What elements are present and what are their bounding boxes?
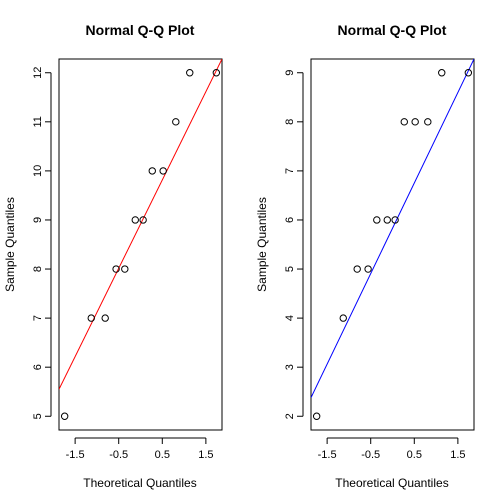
- x-tick-label: -0.5: [109, 449, 128, 461]
- data-point: [438, 69, 446, 77]
- data-point: [186, 69, 194, 77]
- x-tick-label: 0.5: [407, 449, 422, 461]
- y-tick-label: 10: [32, 165, 44, 177]
- data-point: [424, 118, 432, 126]
- data-point: [400, 118, 408, 126]
- qq-reference-line: [59, 59, 222, 390]
- y-tick-label: 6: [284, 217, 296, 223]
- data-point: [353, 265, 361, 273]
- y-axis-label: Sample Quantiles: [255, 197, 269, 292]
- y-tick-label: 8: [32, 266, 44, 272]
- y-tick-label: 12: [32, 67, 44, 79]
- data-point: [139, 216, 147, 224]
- data-point: [101, 314, 109, 322]
- y-tick-label: 9: [284, 70, 296, 76]
- data-point: [212, 69, 221, 77]
- qq-panel-2: Normal Q-Q Plot -1.5 -0.5 0.5 1.5 2 3 4 5 6 7 8 9 The…: [255, 22, 475, 490]
- chart-title: Normal Q-Q Plot: [86, 22, 195, 38]
- data-point: [364, 265, 372, 273]
- data-point: [159, 167, 167, 175]
- x-axis-label: Theoretical Quantiles: [335, 476, 448, 490]
- y-axis-label: Sample Quantiles: [3, 197, 17, 292]
- data-point: [121, 265, 129, 273]
- data-point: [172, 118, 180, 126]
- y-tick-label: 5: [284, 266, 296, 272]
- x-axis-label: Theoretical Quantiles: [83, 476, 196, 490]
- data-point: [148, 167, 156, 175]
- data-point: [411, 118, 419, 126]
- x-tick-label: -1.5: [66, 449, 85, 461]
- data-point: [131, 216, 139, 224]
- y-tick-label: 2: [284, 413, 296, 419]
- y-tick-label: 6: [32, 364, 44, 370]
- plot-frame: [310, 58, 475, 431]
- x-tick-label: 1.5: [198, 449, 213, 461]
- y-tick-label: 5: [32, 413, 44, 419]
- data-point: [87, 314, 95, 322]
- data-point: [464, 69, 473, 77]
- y-tick-label: 7: [32, 315, 44, 321]
- y-tick-label: 9: [32, 217, 44, 223]
- x-tick-label: -1.5: [318, 449, 337, 461]
- chart-title: Normal Q-Q Plot: [338, 22, 447, 38]
- x-tick-label: 1.5: [450, 449, 465, 461]
- qq-reference-line: [311, 59, 474, 398]
- y-tick-label: 7: [284, 168, 296, 174]
- x-tick-label: 0.5: [155, 449, 170, 461]
- data-point: [312, 412, 321, 420]
- y-tick-label: 8: [284, 119, 296, 125]
- data-point: [112, 265, 120, 273]
- data-point: [391, 216, 399, 224]
- data-point: [373, 216, 381, 224]
- plot-frame: [58, 58, 223, 431]
- x-tick-label: -0.5: [361, 449, 380, 461]
- y-tick-label: 3: [284, 364, 296, 370]
- data-point: [339, 314, 347, 322]
- y-tick-label: 11: [32, 116, 44, 127]
- data-point: [383, 216, 391, 224]
- y-tick-label: 4: [284, 315, 296, 321]
- data-point: [60, 412, 69, 420]
- qq-panel-1: Normal Q-Q Plot -1.5 -0.5 0.5 1.5 5 6 7 8 9 10 11 12…: [3, 22, 223, 490]
